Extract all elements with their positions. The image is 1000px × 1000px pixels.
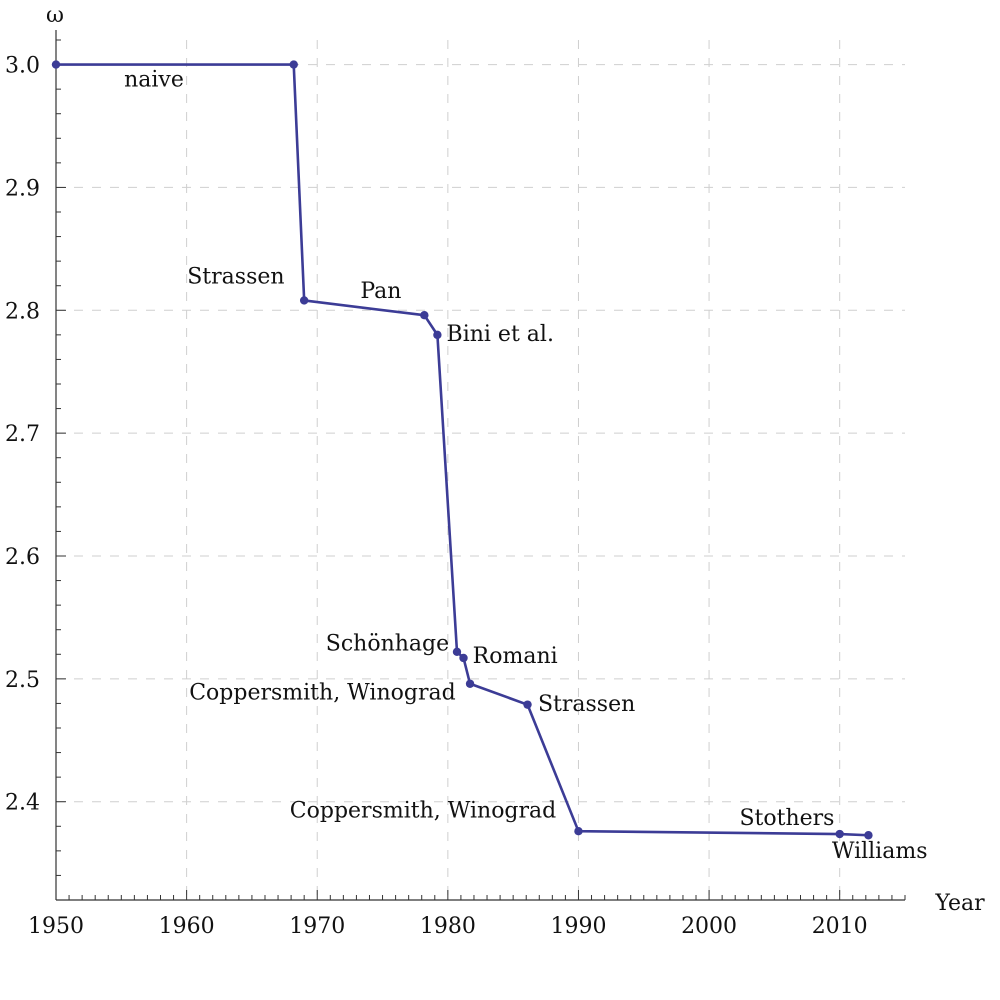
point-annotation: Stothers bbox=[739, 806, 834, 831]
data-point bbox=[574, 827, 583, 836]
grid bbox=[56, 40, 905, 900]
point-annotation: Williams bbox=[832, 839, 928, 864]
data-point bbox=[289, 60, 298, 69]
y-tick-label: 2.8 bbox=[5, 299, 40, 324]
point-annotation: Pan bbox=[360, 279, 401, 304]
point-annotation: Schönhage bbox=[326, 632, 449, 657]
annotations: naive Strassen Pan Bini et al. Schönhage Roma… bbox=[124, 68, 927, 865]
data-point bbox=[51, 60, 61, 69]
data-point bbox=[864, 831, 873, 840]
point-annotation: Coppersmith, Winograd bbox=[189, 681, 455, 706]
data-point bbox=[465, 679, 475, 688]
axes bbox=[55, 30, 905, 901]
x-tick-label: 2010 bbox=[812, 914, 868, 939]
series-line bbox=[56, 63, 869, 837]
point-annotation: Coppersmith, Winograd bbox=[290, 799, 556, 824]
y-tick-label: 3.0 bbox=[5, 54, 40, 79]
data-point bbox=[835, 829, 844, 839]
point-annotation: naive bbox=[124, 68, 184, 93]
y-tick-label: 2.6 bbox=[5, 545, 40, 570]
data-point bbox=[459, 653, 468, 663]
x-tick-label: 1990 bbox=[550, 914, 606, 939]
x-axis-label: Year bbox=[934, 891, 985, 916]
series bbox=[51, 60, 873, 840]
y-tick-label: 2.7 bbox=[5, 422, 40, 447]
y-tick-label: 2.4 bbox=[5, 791, 40, 816]
data-point bbox=[433, 330, 442, 340]
point-annotation: Romani bbox=[473, 644, 558, 669]
x-tick-label: 1950 bbox=[28, 914, 84, 939]
data-point bbox=[420, 311, 429, 320]
y-tick-label: 2.9 bbox=[5, 176, 40, 201]
x-tick-label: 2000 bbox=[681, 914, 737, 939]
x-tick-label: 1970 bbox=[289, 914, 345, 939]
y-axis-label: ω bbox=[46, 3, 64, 28]
x-tick-label: 1960 bbox=[159, 914, 215, 939]
data-point bbox=[299, 296, 309, 305]
x-tick-label: 1980 bbox=[420, 914, 476, 939]
data-point bbox=[452, 647, 462, 657]
data-point bbox=[523, 700, 532, 709]
point-annotation: Strassen bbox=[187, 264, 284, 289]
point-annotation: Strassen bbox=[538, 692, 635, 717]
ticks: 1950 1960 1970 1980 1990 2000 2010 2.4 2.5 2.6 2.7… bbox=[5, 39, 906, 939]
y-tick-label: 2.5 bbox=[5, 668, 40, 693]
point-annotation: Bini et al. bbox=[447, 322, 554, 347]
